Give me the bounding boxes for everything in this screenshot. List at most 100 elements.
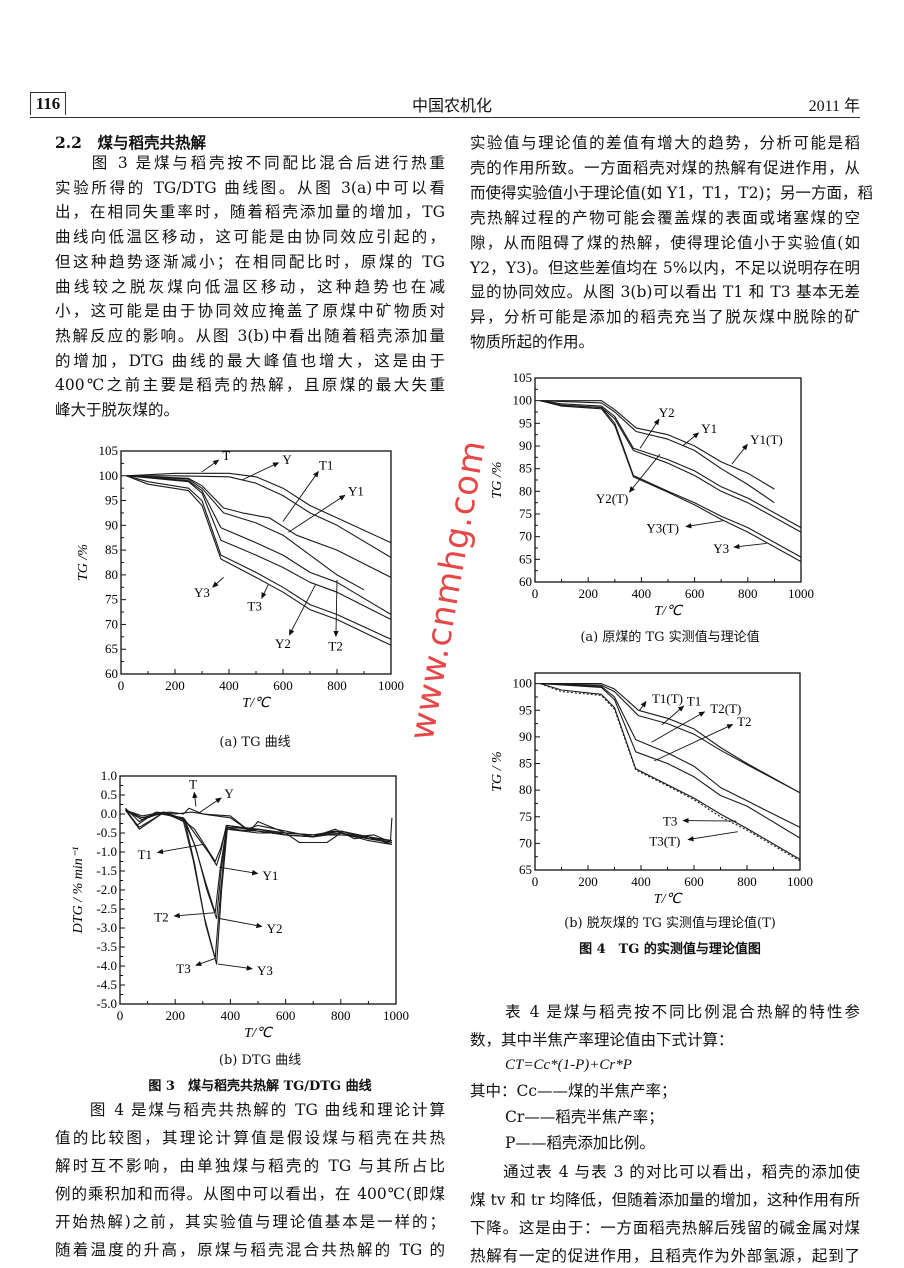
- y-tick-label: 70: [519, 835, 532, 850]
- x-axis-label: T/℃: [244, 1026, 274, 1041]
- annotation-arrow: [243, 463, 279, 480]
- x-tick-label: 400: [219, 678, 239, 693]
- annotation-label: Y1: [701, 421, 717, 436]
- y-tick-label: 80: [105, 567, 118, 582]
- annotation-arrow: [218, 964, 252, 969]
- y-tick-label: 65: [519, 551, 532, 566]
- y-tick-label: -0.5: [96, 825, 117, 840]
- y-tick-label: 1.0: [101, 768, 117, 783]
- annotation-arrow: [336, 580, 337, 636]
- annotation-label: Y2: [275, 636, 291, 651]
- annotation-label: T2: [154, 910, 168, 925]
- y-tick-label: 90: [105, 517, 118, 532]
- x-tick-label: 0: [118, 678, 125, 693]
- y-tick-label: 75: [519, 506, 532, 521]
- annotation-label: Y1: [348, 484, 364, 499]
- annotation-arrow: [688, 832, 738, 840]
- annotation-label: T1: [138, 847, 152, 862]
- x-tick-label: 600: [684, 874, 704, 889]
- annotation-label: Y1(T): [750, 432, 783, 447]
- x-tick-label: 1000: [378, 678, 404, 693]
- y-tick-label: 65: [105, 641, 118, 656]
- x-tick-label: 800: [737, 874, 757, 889]
- x-tick-label: 600: [273, 678, 293, 693]
- annotation-arrow: [200, 798, 221, 812]
- y-tick-label: -1.5: [96, 863, 117, 878]
- annotation-label: T: [222, 448, 230, 463]
- annotation-label: T1: [687, 694, 701, 709]
- annotation-arrow: [662, 706, 683, 725]
- y-tick-label: 100: [99, 468, 119, 483]
- annotation-label: Y2(T): [596, 491, 629, 506]
- annotation-label: T1: [319, 457, 333, 472]
- y-axis-label: TG /%: [76, 544, 91, 581]
- x-tick-label: 1000: [383, 1008, 409, 1023]
- y-tick-label: 85: [519, 756, 532, 771]
- annotation-arrow: [174, 913, 213, 916]
- annotation-arrow: [686, 521, 723, 527]
- annotation-label: T3: [176, 961, 190, 976]
- y-tick-label: -1.0: [96, 844, 117, 859]
- series-y1: [126, 476, 364, 590]
- y-tick-label: -5.0: [96, 996, 117, 1011]
- annotation-label: T1(T): [652, 691, 683, 706]
- series-y2: [540, 401, 801, 532]
- series-y3: [126, 476, 391, 646]
- annotation-label: T: [189, 777, 197, 792]
- x-tick-label: 400: [631, 874, 651, 889]
- x-tick-label: 1000: [787, 874, 813, 889]
- annotation-label: Y2: [659, 405, 675, 420]
- y-tick-label: 85: [105, 542, 118, 557]
- x-tick-label: 200: [165, 1008, 185, 1023]
- y-tick-label: 95: [105, 493, 118, 508]
- y-tick-label: -2.0: [96, 882, 117, 897]
- annotation-arrow: [654, 725, 732, 761]
- x-tick-label: 800: [327, 678, 347, 693]
- y-tick-label: 85: [519, 461, 532, 476]
- annotation-arrow: [640, 419, 659, 448]
- annotation-arrow: [202, 460, 218, 472]
- x-tick-label: 1000: [788, 586, 814, 601]
- x-tick-label: 0: [532, 586, 539, 601]
- y-tick-label: -4.5: [96, 977, 117, 992]
- y-tick-label: 105: [99, 443, 119, 458]
- y-tick-label: 95: [519, 415, 532, 430]
- annotation-arrow: [194, 793, 196, 807]
- y-tick-label: 60: [519, 574, 532, 589]
- x-tick-label: 200: [165, 678, 185, 693]
- annotation-label: T2: [328, 638, 342, 653]
- y-tick-label: 60: [105, 666, 118, 681]
- x-tick-label: 0: [532, 874, 539, 889]
- y-tick-label: 80: [519, 782, 532, 797]
- annotation-label: Y3: [257, 963, 273, 978]
- y-tick-label: 95: [519, 702, 532, 717]
- x-axis-label: T/℃: [654, 604, 684, 619]
- x-tick-label: 200: [578, 586, 598, 601]
- y-axis-label: TG /%: [490, 462, 505, 499]
- annotation-arrow: [640, 702, 646, 711]
- y-tick-label: 100: [513, 676, 533, 691]
- annotation-arrow: [262, 585, 268, 598]
- annotation-label: Y: [224, 786, 234, 801]
- x-tick-label: 0: [117, 1008, 124, 1023]
- y-tick-label: 70: [105, 616, 118, 631]
- series-y2: [126, 810, 392, 918]
- y-axis-label: DTG / % min⁻¹: [71, 847, 86, 935]
- annotation-label: Y1: [262, 868, 278, 883]
- annotation-label: Y3: [713, 541, 729, 556]
- y-tick-label: 80: [519, 483, 532, 498]
- y-tick-label: -3.0: [96, 920, 117, 935]
- y-tick-label: 75: [519, 809, 532, 824]
- annotation-arrow: [219, 919, 261, 927]
- x-tick-label: 600: [685, 586, 705, 601]
- series-y1t: [540, 401, 774, 489]
- annotation-arrow: [734, 543, 766, 547]
- x-tick-label: 600: [276, 1008, 296, 1023]
- annotation-label: T3(T): [649, 834, 680, 849]
- series-t3: [126, 810, 392, 958]
- x-tick-label: 200: [578, 874, 598, 889]
- y-tick-label: -3.5: [96, 939, 117, 954]
- annotation-label: T3: [247, 599, 261, 614]
